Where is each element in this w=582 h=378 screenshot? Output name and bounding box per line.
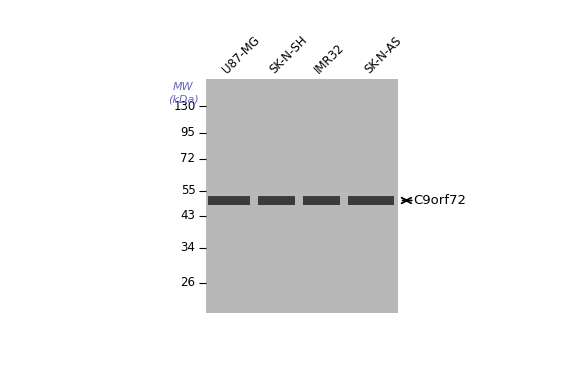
Text: U87-MG: U87-MG	[219, 34, 262, 76]
Bar	[303, 196, 340, 205]
Bar	[208, 196, 250, 205]
Text: 26: 26	[180, 276, 196, 289]
Text: 34: 34	[180, 241, 196, 254]
Text: SK-N-AS: SK-N-AS	[361, 34, 404, 76]
Text: IMR32: IMR32	[312, 41, 347, 76]
Text: 55: 55	[180, 184, 196, 197]
Bar	[258, 196, 294, 205]
Text: 43: 43	[180, 209, 196, 222]
Text: SK-N-SH: SK-N-SH	[267, 33, 310, 76]
Text: 130: 130	[173, 100, 196, 113]
Bar	[348, 196, 394, 205]
Text: MW
(kDa): MW (kDa)	[168, 82, 198, 104]
Bar	[206, 79, 398, 313]
Text: 72: 72	[180, 152, 196, 165]
Text: 95: 95	[180, 126, 196, 139]
Text: C9orf72: C9orf72	[413, 194, 466, 207]
